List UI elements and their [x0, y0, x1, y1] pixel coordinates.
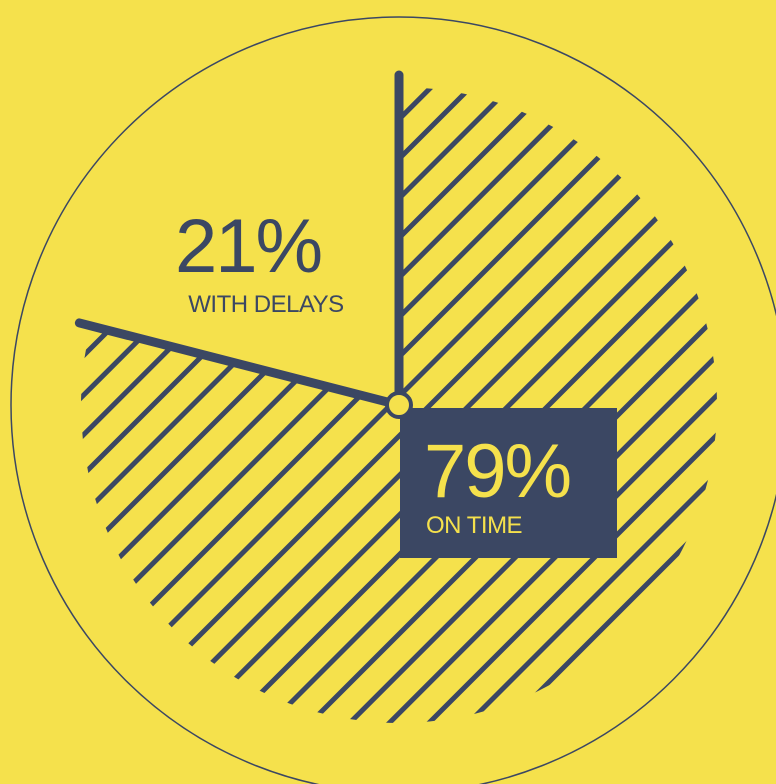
slice-percent-with-delays: 21% [175, 204, 321, 289]
slice-label-with-delays: WITH DELAYS [188, 291, 343, 318]
label-on-time: 79% ON TIME [400, 408, 617, 558]
label-with-delays: 21% WITH DELAYS [175, 204, 344, 318]
label-box-on-time [400, 408, 617, 558]
slice-label-on-time: ON TIME [426, 512, 522, 539]
center-pivot [385, 391, 413, 419]
pie-slice-on-time [80, 87, 717, 723]
slice-percent-on-time: 79% [424, 429, 570, 514]
slice-boundary-line [74, 318, 404, 410]
